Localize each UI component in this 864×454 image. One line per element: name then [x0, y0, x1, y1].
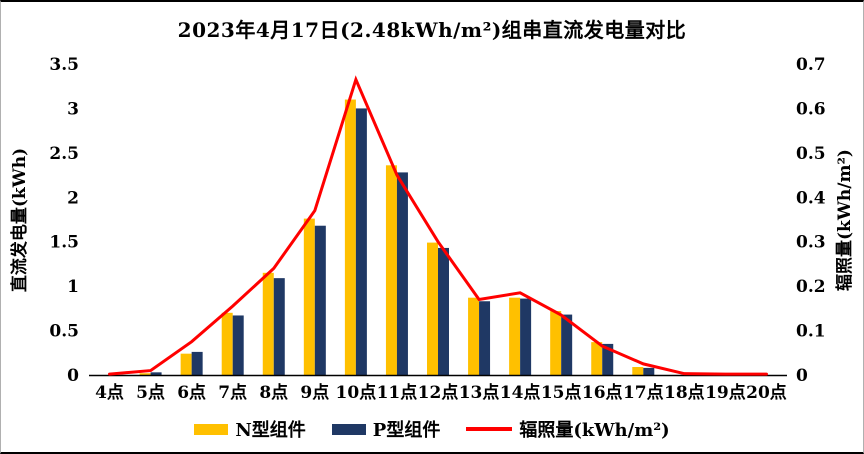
bar: [314, 225, 326, 375]
x-tick-label: 17点: [623, 382, 664, 403]
legend-label-p-type: P型组件: [372, 420, 441, 441]
x-tick-label: 10点: [336, 382, 377, 403]
bar: [262, 272, 274, 375]
legend-item-p-type: P型组件: [331, 416, 441, 442]
y-tick-left: 1: [67, 277, 79, 297]
bar: [591, 342, 603, 375]
x-tick-label: 9点: [300, 382, 329, 403]
bar: [427, 242, 438, 375]
x-tick-label: 11点: [377, 382, 418, 403]
y-tick-right: 0.1: [796, 322, 826, 342]
y-tick-left: 3.5: [49, 55, 79, 75]
bar: [468, 297, 480, 375]
irradiance-line-series: [108, 75, 768, 376]
x-tick-label: 20点: [746, 382, 787, 403]
chart-title: 2023年4月17日(2.48kWh/m²)组串直流发电量对比: [177, 18, 687, 42]
bar: [303, 218, 315, 375]
bar: [602, 343, 614, 375]
bar: [355, 108, 367, 375]
y-tick-right: 0.7: [796, 55, 826, 75]
bar: [180, 353, 192, 375]
y-tick-right: 0.3: [796, 233, 826, 253]
bars-n-type: [139, 99, 644, 376]
bar: [396, 172, 408, 375]
x-tick-label: 14点: [500, 382, 541, 403]
irradiance-line: [108, 75, 768, 376]
bar: [479, 301, 491, 375]
bar: [550, 311, 562, 375]
legend-label-irradiance: 辐照量(kWh/m²): [519, 420, 670, 441]
bar: [561, 314, 573, 375]
bar: [221, 312, 233, 375]
bars-p-type: [150, 108, 655, 375]
legend-swatch-p-type: [331, 423, 366, 435]
bar: [643, 367, 655, 375]
bar: [344, 99, 356, 376]
left-axis-title: 直流发电量(kWh): [9, 148, 30, 292]
x-tick-label: 18点: [664, 382, 705, 403]
x-tick-label: 15点: [541, 382, 582, 403]
y-tick-left: 1.5: [49, 233, 79, 253]
legend-swatch-irradiance-line: [466, 427, 513, 431]
bar: [520, 298, 532, 375]
bar: [273, 278, 285, 375]
y-tick-left: 2: [67, 188, 79, 208]
y-tick-left: 0.5: [49, 322, 79, 342]
bar: [139, 373, 151, 375]
bar: [438, 247, 449, 375]
bar: [191, 351, 203, 375]
legend: N型组件 P型组件 辐照量(kWh/m²): [1, 412, 863, 446]
bar: [632, 367, 644, 375]
x-tick-label: 16点: [582, 382, 623, 403]
y-tick-right: 0.2: [796, 277, 826, 297]
bar: [232, 315, 244, 375]
y-tick-right: 0.4: [796, 188, 826, 208]
y-tick-right: 0.5: [796, 144, 826, 164]
y-tick-left: 3: [67, 99, 79, 119]
x-tick-label: 6点: [177, 382, 206, 403]
y-tick-right: 0: [796, 366, 808, 386]
x-tick-label: 19点: [705, 382, 746, 403]
bar-series: [139, 99, 655, 376]
x-tick-label: 5点: [136, 382, 165, 403]
x-tick-label: 8点: [259, 382, 288, 403]
bar: [150, 372, 162, 375]
y-tick-right: 0.6: [796, 99, 826, 119]
x-tick-label: 12点: [418, 382, 459, 403]
legend-label-n-type: N型组件: [235, 420, 306, 441]
x-tick-label: 4点: [95, 382, 124, 403]
y-tick-left: 0: [67, 366, 79, 386]
bar: [385, 165, 397, 375]
legend-item-n-type: N型组件: [194, 416, 306, 442]
legend-item-irradiance: 辐照量(kWh/m²): [466, 416, 670, 442]
x-tick-label: 13点: [459, 382, 500, 403]
right-axis-title: 辐照量(kWh/m²): [834, 149, 855, 291]
x-tick-label: 7点: [218, 382, 247, 403]
legend-swatch-n-type: [194, 423, 229, 435]
bar: [509, 297, 521, 375]
y-tick-left: 2.5: [49, 144, 79, 164]
axis-ticks: 0 0.5 1 1.5 2 2.5 3 3.5 0 0.1 0.2 0.3 0.4 0.5 0.6 0.7 4点…: [49, 55, 825, 403]
